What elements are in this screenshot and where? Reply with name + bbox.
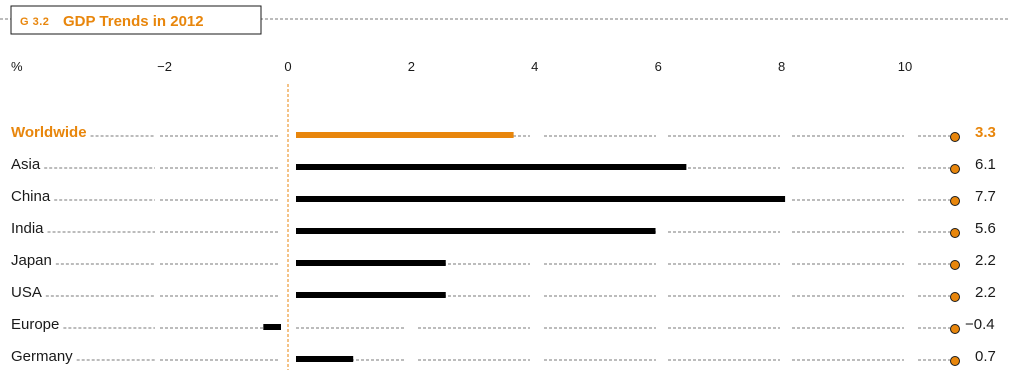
bars bbox=[263, 132, 786, 362]
chart-title-prefix: G 3.2 bbox=[20, 16, 49, 28]
value-label: −0.4 bbox=[965, 316, 995, 333]
bar bbox=[263, 324, 281, 330]
category-label: Japan bbox=[11, 252, 52, 269]
marker-dot bbox=[950, 292, 960, 302]
bar bbox=[296, 164, 687, 170]
category-labels: Worldwide Asia China India Japan USA Europe Ger… bbox=[11, 124, 87, 365]
category-label: Europe bbox=[11, 316, 59, 333]
end-markers bbox=[950, 132, 960, 366]
category-label: Worldwide bbox=[11, 124, 87, 141]
x-tick-label: 2 bbox=[408, 59, 415, 74]
marker-dot bbox=[950, 356, 960, 366]
bar bbox=[296, 260, 446, 266]
category-label: Asia bbox=[11, 156, 41, 173]
x-tick-label: 8 bbox=[778, 59, 785, 74]
marker-dot bbox=[950, 228, 960, 238]
title-box bbox=[10, 5, 262, 35]
value-label: 3.3 bbox=[975, 124, 996, 141]
bar bbox=[296, 292, 446, 298]
x-tick-label: 6 bbox=[655, 59, 662, 74]
x-tick-labels: −2 0 2 4 6 8 10 bbox=[157, 59, 912, 74]
value-label: 2.2 bbox=[975, 284, 996, 301]
value-label: 5.6 bbox=[975, 220, 996, 237]
axis-unit-label: % bbox=[11, 59, 23, 74]
category-label: China bbox=[11, 188, 51, 205]
bar bbox=[296, 132, 514, 138]
marker-dot bbox=[950, 260, 960, 270]
category-label: Germany bbox=[11, 348, 73, 365]
x-tick-label: −2 bbox=[157, 59, 172, 74]
value-label: 7.7 bbox=[975, 188, 996, 205]
value-label: 2.2 bbox=[975, 252, 996, 269]
marker-dot bbox=[950, 196, 960, 206]
value-label: 0.7 bbox=[975, 348, 996, 365]
category-label: USA bbox=[11, 284, 42, 301]
bar bbox=[296, 196, 786, 202]
marker-dot bbox=[950, 324, 960, 334]
marker-dot bbox=[950, 132, 960, 142]
chart-title: GDP Trends in 2012 bbox=[63, 13, 204, 30]
marker-dot bbox=[950, 164, 960, 174]
bar bbox=[296, 228, 656, 234]
x-tick-label: 10 bbox=[898, 59, 912, 74]
value-label: 6.1 bbox=[975, 156, 996, 173]
category-label: India bbox=[11, 220, 44, 237]
x-tick-label: 4 bbox=[531, 59, 538, 74]
x-tick-label: 0 bbox=[284, 59, 291, 74]
value-labels: 3.3 6.1 7.7 5.6 2.2 2.2 −0.4 0.7 bbox=[965, 124, 996, 365]
bar bbox=[296, 356, 354, 362]
